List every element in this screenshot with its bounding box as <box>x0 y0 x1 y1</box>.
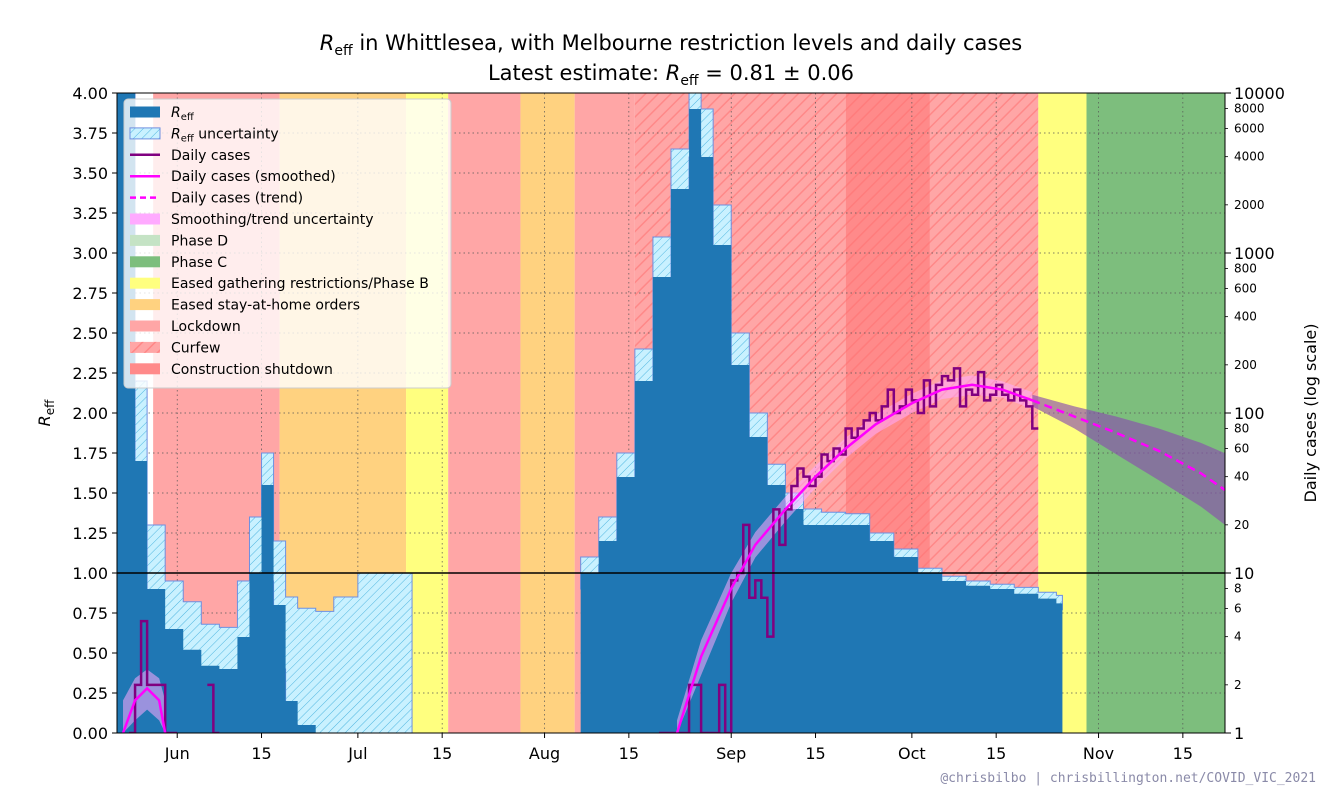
right-minor-label-5: 40 <box>1234 470 1249 484</box>
legend-label-smoothed: Daily cases (smoothed) <box>171 169 336 185</box>
x-tick-label-5: 15 <box>619 744 639 763</box>
left-tick-label-6: 1.50 <box>72 484 108 503</box>
right-minor-label-14: 6000 <box>1234 121 1265 135</box>
legend-swatch-phase_d <box>130 235 160 246</box>
x-tick-label-9: 15 <box>986 744 1006 763</box>
right-minor-label-12: 2000 <box>1234 198 1265 212</box>
restriction-band-4 <box>520 93 574 733</box>
legend-label-cases: Daily cases <box>171 148 250 164</box>
legend-swatch-phase_b <box>130 278 160 289</box>
left-tick-label-10: 2.50 <box>72 324 108 343</box>
left-tick-label-5: 1.25 <box>72 524 108 543</box>
legend-label-lockdown: Lockdown <box>171 319 241 335</box>
left-tick-label-13: 3.25 <box>72 204 108 223</box>
right-minor-label-1: 4 <box>1234 630 1242 644</box>
right-minor-label-4: 20 <box>1234 518 1249 532</box>
right-major-label-0: 1 <box>1234 724 1244 743</box>
left-tick-label-3: 0.75 <box>72 604 108 623</box>
right-major-label-4: 10000 <box>1234 84 1285 103</box>
x-tick-label-8: Oct <box>898 744 926 763</box>
right-axis: 1 10 100 1000 10000 2 4 6 8 20 40 60 80 200 400 600 800 2… <box>1225 84 1285 743</box>
legend-label-curfew: Curfew <box>171 340 220 356</box>
right-axis-label: Daily cases (log scale) <box>1301 324 1320 503</box>
left-tick-label-4: 1.00 <box>72 564 108 583</box>
legend-swatch-reff_unc <box>130 128 160 139</box>
x-tick-label-0: Jun <box>164 744 190 763</box>
x-tick-label-7: 15 <box>805 744 825 763</box>
legend-label-phase_b: Eased gathering restrictions/Phase B <box>171 276 429 292</box>
right-minor-label-15: 8000 <box>1234 102 1265 116</box>
x-tick-label-10: Nov <box>1083 744 1114 763</box>
legend-label-construction: Construction shutdown <box>171 362 333 378</box>
right-minor-label-6: 60 <box>1234 441 1249 455</box>
legend-swatch-eased <box>130 299 160 310</box>
legend-swatch-phase_c <box>130 256 160 267</box>
left-axis: 0.00 0.25 0.50 0.75 1.00 1.25 1.50 1.75 2.00 2.25… <box>72 84 117 743</box>
right-minor-label-0: 2 <box>1234 678 1242 692</box>
chart-title: Reff in Whittlesea, with Melbourne restr… <box>320 31 1022 59</box>
legend-label-phase_c: Phase C <box>171 255 227 271</box>
credit-text: @chrisbilbo | chrisbillington.net/COVID_… <box>940 771 1316 786</box>
left-axis-label: Reff <box>35 399 57 427</box>
legend-swatch-hatch-curfew <box>130 342 160 353</box>
left-tick-label-16: 4.00 <box>72 84 108 103</box>
right-major-label-1: 10 <box>1234 564 1254 583</box>
left-tick-label-11: 2.75 <box>72 284 108 303</box>
right-minor-label-2: 6 <box>1234 601 1242 615</box>
right-major-label-3: 1000 <box>1234 244 1275 263</box>
right-major-label-2: 100 <box>1234 404 1265 423</box>
right-minor-label-7: 80 <box>1234 422 1249 436</box>
legend-swatch-reff <box>130 107 160 118</box>
left-tick-label-8: 2.00 <box>72 404 108 423</box>
left-tick-label-2: 0.50 <box>72 644 108 663</box>
right-minor-label-13: 4000 <box>1234 150 1265 164</box>
legend-swatch-lockdown <box>130 321 160 332</box>
right-minor-label-8: 200 <box>1234 358 1257 372</box>
x-axis: Jun 15 Jul 15 Aug 15 Sep 15 Oct 15 Nov 15 <box>164 733 1193 763</box>
x-tick-label-11: 15 <box>1173 744 1193 763</box>
left-tick-label-15: 3.75 <box>72 124 108 143</box>
left-tick-label-9: 2.25 <box>72 364 108 383</box>
x-tick-label-2: Jul <box>347 744 367 763</box>
left-tick-label-12: 3.00 <box>72 244 108 263</box>
right-minor-label-3: 8 <box>1234 582 1242 596</box>
right-minor-label-11: 800 <box>1234 262 1257 276</box>
x-tick-label-4: Aug <box>529 744 560 763</box>
legend-label-smooth_unc: Smoothing/trend uncertainty <box>171 212 374 228</box>
left-tick-label-1: 0.25 <box>72 684 108 703</box>
legend-label-trend: Daily cases (trend) <box>171 191 303 207</box>
x-tick-label-1: 15 <box>251 744 271 763</box>
legend-label-eased: Eased stay-at-home orders <box>171 298 360 314</box>
right-minor-label-10: 600 <box>1234 281 1257 295</box>
x-tick-label-3: 15 <box>432 744 452 763</box>
left-tick-label-0: 0.00 <box>72 724 108 743</box>
legend-swatch-construction <box>130 363 160 374</box>
x-tick-label-6: Sep <box>716 744 746 763</box>
left-tick-label-7: 1.75 <box>72 444 108 463</box>
legend-swatch-smooth_unc <box>130 214 160 225</box>
legend-label-phase_d: Phase D <box>171 233 228 249</box>
left-tick-label-14: 3.50 <box>72 164 108 183</box>
chart-subtitle: Latest estimate: Reff = 0.81 ± 0.06 <box>488 61 854 89</box>
right-minor-label-9: 400 <box>1234 310 1257 324</box>
